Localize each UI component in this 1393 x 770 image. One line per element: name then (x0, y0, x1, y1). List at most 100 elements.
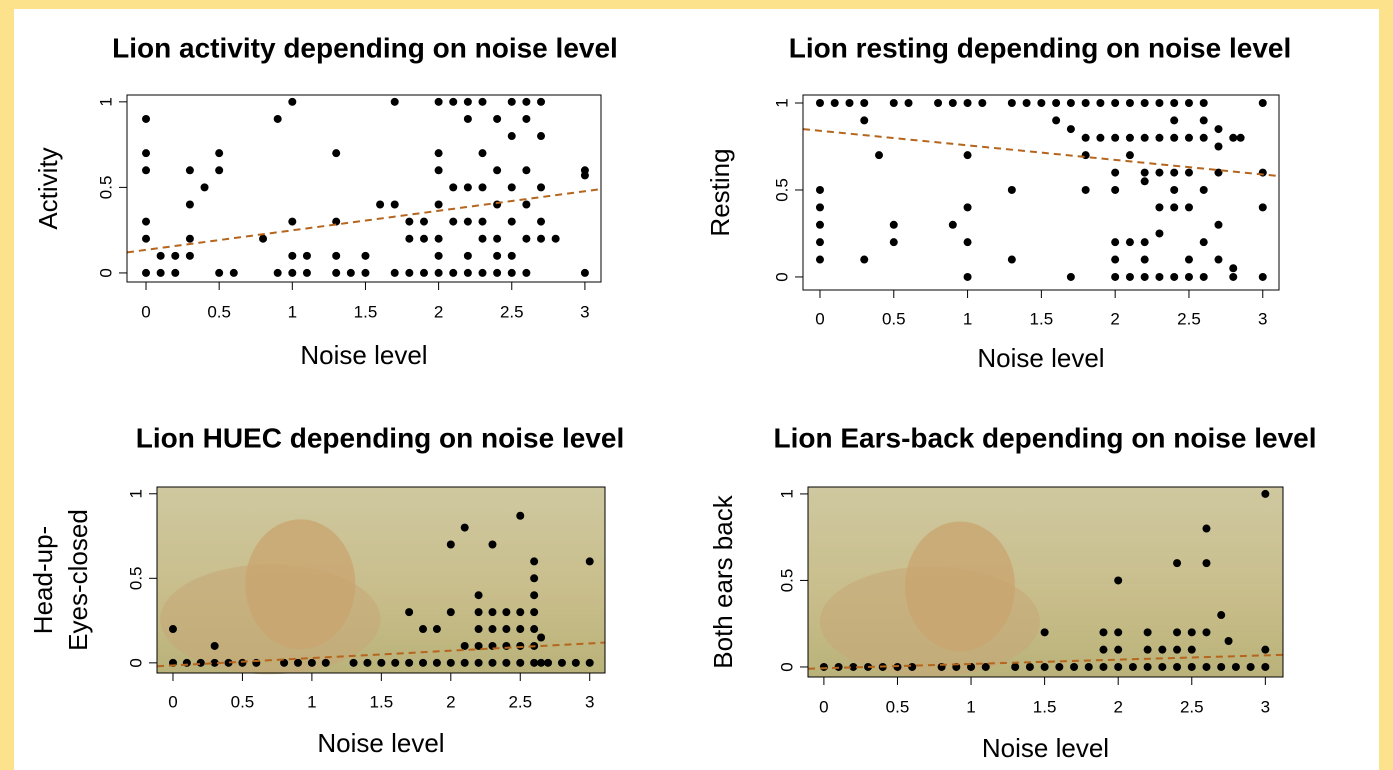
point (1067, 273, 1075, 281)
x-tick-label: 0 (168, 692, 177, 711)
x-tick-label: 2.5 (508, 692, 532, 711)
point (522, 200, 530, 208)
y-tick-label: 0 (96, 268, 115, 277)
point (308, 659, 316, 667)
point (1082, 186, 1090, 194)
x-tick-label: 3 (585, 692, 594, 711)
point (964, 203, 972, 211)
point (488, 659, 496, 667)
point (332, 269, 340, 277)
point (1114, 628, 1122, 636)
point (816, 99, 824, 107)
point (1141, 99, 1149, 107)
point (1144, 663, 1152, 671)
x-tick-label: 1 (307, 692, 316, 711)
point (831, 99, 839, 107)
point (1200, 116, 1208, 124)
point (493, 115, 501, 123)
point (552, 235, 560, 243)
point (1041, 663, 1049, 671)
point (405, 218, 413, 226)
x-tick-label: 2.5 (500, 302, 524, 321)
point (376, 200, 384, 208)
point (420, 269, 428, 277)
x-tick-label: 1.5 (370, 692, 394, 711)
point (1214, 142, 1222, 150)
x-tick-label: 0 (141, 302, 150, 321)
point (464, 252, 472, 260)
point (464, 183, 472, 191)
point (433, 659, 441, 667)
point (964, 273, 972, 281)
point (332, 252, 340, 260)
point (479, 218, 487, 226)
point (1082, 134, 1090, 142)
point (449, 218, 457, 226)
point (186, 252, 194, 260)
point (537, 218, 545, 226)
point (303, 252, 311, 260)
point (449, 269, 457, 277)
point (537, 98, 545, 106)
x-tick-label: 2 (1110, 309, 1119, 328)
point (522, 166, 530, 174)
point (908, 663, 916, 671)
point (461, 642, 469, 650)
point (488, 540, 496, 548)
point (1185, 134, 1193, 142)
point (288, 98, 296, 106)
point (1261, 490, 1269, 498)
x-tick-label: 0 (819, 697, 828, 716)
point (171, 269, 179, 277)
point (435, 269, 443, 277)
point (522, 235, 530, 243)
x-axis-label: Noise level (982, 733, 1109, 763)
point (197, 659, 205, 667)
point (508, 252, 516, 260)
point (530, 625, 538, 633)
y-tick-label: 0.5 (96, 176, 115, 200)
point (1173, 559, 1181, 567)
point (502, 625, 510, 633)
point (142, 218, 150, 226)
x-axis-label: Noise level (977, 343, 1104, 373)
y-tick-label: 0 (777, 662, 796, 671)
point (508, 132, 516, 140)
point (435, 149, 443, 157)
point (1185, 203, 1193, 211)
x-tick-label: 2 (1113, 697, 1122, 716)
point (405, 608, 413, 616)
point (420, 235, 428, 243)
point (816, 203, 824, 211)
point (1259, 273, 1267, 281)
point (934, 99, 942, 107)
x-tick-label: 0 (815, 309, 824, 328)
point (1214, 221, 1222, 229)
point (516, 625, 524, 633)
point (816, 221, 824, 229)
point (274, 269, 282, 277)
y-tick-label: 0.5 (772, 178, 791, 202)
x-tick-label: 0.5 (882, 309, 906, 328)
point (949, 221, 957, 229)
y-axis-label: Activity (33, 147, 63, 229)
point (1158, 663, 1166, 671)
y-tick-label: 0.5 (126, 566, 145, 590)
point (1202, 559, 1210, 567)
point (1111, 256, 1119, 264)
point (1229, 264, 1237, 272)
y-axis-label: Eyes-closed (63, 509, 93, 651)
point (1225, 637, 1233, 645)
point (537, 659, 545, 667)
point (1170, 99, 1178, 107)
point (516, 659, 524, 667)
point (1111, 169, 1119, 177)
point (447, 540, 455, 548)
point (1144, 646, 1152, 654)
point (1129, 663, 1137, 671)
point (1141, 256, 1149, 264)
point (1011, 663, 1019, 671)
point (1055, 663, 1063, 671)
point (447, 659, 455, 667)
point (1200, 273, 1208, 281)
